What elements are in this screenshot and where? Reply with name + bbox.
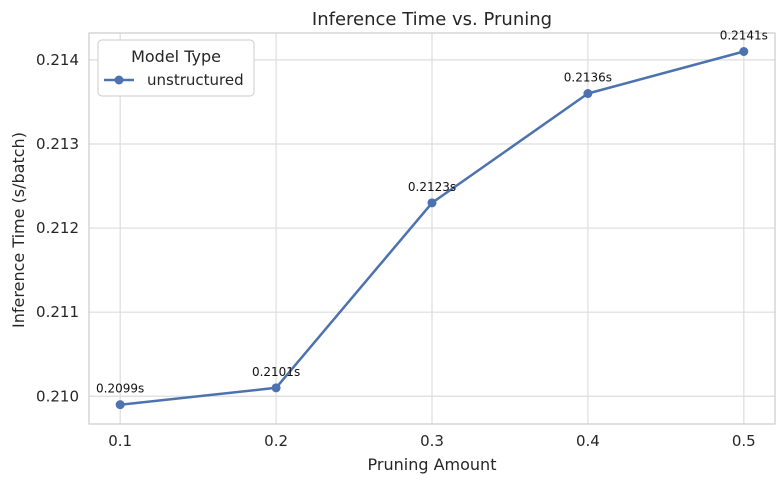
y-tick-label: 0.210 [36,387,79,405]
data-point [583,89,593,99]
legend-entry-label: unstructured [147,71,244,89]
x-axis-label: Pruning Amount [368,455,497,474]
legend-box [97,39,255,97]
data-point [739,46,749,56]
x-tick-label: 0.3 [420,432,444,450]
data-point [271,383,281,393]
x-tick-label: 0.1 [108,432,132,450]
y-tick-label: 0.214 [36,51,79,69]
x-tick-label: 0.2 [264,432,288,450]
legend-marker-swatch [114,75,124,85]
x-tick-label: 0.5 [732,432,756,450]
data-label: 0.2123s [408,180,456,194]
x-axis: 0.1 0.2 0.3 0.4 0.5 [108,432,755,450]
series-layer [115,46,749,410]
data-point [427,198,437,208]
data-label: 0.2136s [564,71,612,85]
y-tick-label: 0.213 [36,135,79,153]
plot-frame [88,32,776,425]
data-label: 0.2101s [252,365,300,379]
y-axis-label: Inference Time (s/batch) [9,132,28,328]
data-labels: 0.2099s 0.2101s 0.2123s 0.2136s 0.2141s [96,28,768,395]
data-point [115,400,125,410]
data-label: 0.2141s [720,28,768,42]
y-tick-label: 0.212 [36,219,79,237]
chart-title: Inference Time vs. Pruning [312,9,552,30]
legend: Model Type unstructured [97,39,255,97]
legend-title: Model Type [131,47,221,66]
y-axis: 0.210 0.211 0.212 0.213 0.214 [36,51,79,405]
data-label: 0.2099s [96,382,144,396]
y-tick-label: 0.211 [36,303,79,321]
x-tick-label: 0.4 [576,432,600,450]
